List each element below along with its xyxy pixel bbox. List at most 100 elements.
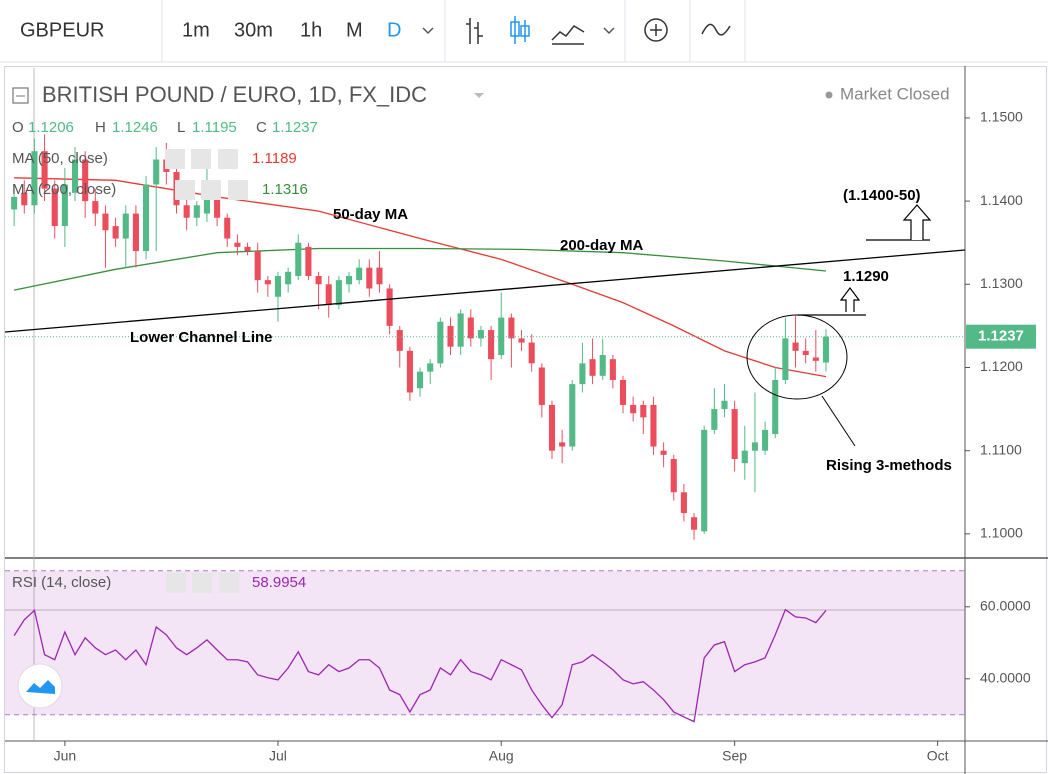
ohlc-label: L	[177, 119, 185, 136]
candle-body	[315, 275, 322, 285]
candle-body	[691, 517, 698, 530]
candle-body	[254, 251, 261, 281]
candle-body	[234, 242, 241, 247]
bar-style-icon[interactable]	[466, 18, 483, 44]
eye-button[interactable]	[166, 573, 186, 593]
legend-name: RSI (14, close)	[12, 574, 111, 591]
candle-body	[721, 400, 728, 410]
candle-body	[670, 459, 677, 493]
candle-body	[244, 246, 251, 252]
chart-frame	[4, 66, 1047, 773]
annotation: 1.1290	[843, 268, 889, 285]
interval-button[interactable]: 30m	[234, 19, 273, 41]
candle-body	[82, 159, 89, 202]
candle-body	[559, 442, 566, 447]
candle-body	[406, 350, 413, 393]
y-tick-label: 40.0000	[980, 670, 1031, 686]
candle-body	[589, 359, 596, 376]
candle-body	[345, 275, 353, 285]
ohlc-label: O	[12, 119, 24, 136]
candle-body	[31, 151, 38, 206]
candle-body	[102, 213, 109, 231]
ohlc-value: 1.1195	[192, 119, 237, 136]
x-tick-label: Sep	[722, 748, 747, 764]
style-dropdown[interactable]	[603, 27, 615, 35]
rsi-band	[5, 570, 965, 715]
settings-button[interactable]	[191, 149, 211, 169]
legend-name: MA (50, close)	[12, 150, 108, 167]
moving-average-line	[14, 177, 827, 378]
candle-style-icon[interactable]	[510, 16, 530, 44]
settings-button[interactable]	[192, 573, 212, 593]
price-pane: 1.1000 1.1100 1.1200 1.1300 1.1400 1.1500 Jun J…	[5, 109, 1036, 764]
ohlc-label: H	[95, 119, 106, 136]
y-tick-label: 1.1500	[980, 109, 1023, 125]
interval-dropdown[interactable]	[422, 27, 434, 35]
moving-average-line	[14, 247, 827, 291]
interval-button-active[interactable]: D	[387, 19, 401, 41]
candle-body	[335, 280, 342, 306]
remove-button[interactable]	[228, 180, 248, 200]
remove-button[interactable]	[219, 573, 239, 593]
candle-body	[153, 159, 160, 185]
candle-body	[650, 404, 657, 447]
candle-body	[680, 492, 687, 514]
rsi-line	[13, 608, 827, 723]
eye-button[interactable]	[175, 180, 195, 200]
pattern-circle	[746, 314, 848, 400]
candle-body	[51, 188, 58, 227]
area-style-icon[interactable]	[551, 25, 585, 45]
candle-body	[457, 313, 464, 347]
candle-body	[214, 188, 221, 218]
x-tick-label: Oct	[927, 748, 949, 764]
channel-line	[4, 249, 966, 333]
annotation: 200-day MA	[560, 237, 644, 254]
settings-button[interactable]	[201, 180, 221, 200]
candle-body	[599, 355, 606, 376]
collapse-icon[interactable]	[12, 87, 29, 104]
status-dot	[825, 91, 833, 99]
y-tick-label: 1.1300	[980, 275, 1023, 291]
candle-body	[660, 450, 667, 455]
ohlc-value: 1.1206	[28, 119, 74, 136]
interval-button[interactable]: 1m	[182, 19, 210, 41]
candle-body	[183, 205, 190, 218]
symbol[interactable]: GBPEUR	[20, 19, 104, 41]
title-dropdown[interactable]	[474, 93, 484, 98]
candle-body	[802, 350, 809, 356]
annotation: 50-day MA	[333, 206, 408, 223]
candle-body	[193, 205, 200, 218]
market-status: Market Closed	[840, 84, 950, 103]
candle-body	[619, 379, 627, 405]
candle-body	[305, 246, 312, 276]
candle-body	[376, 267, 383, 285]
y-tick-label: 60.0000	[980, 598, 1031, 614]
annotation: Rising 3-methods	[826, 457, 952, 474]
annotation: Lower Channel Line	[130, 329, 273, 346]
candle-body	[41, 151, 48, 189]
candle-body	[772, 379, 779, 435]
candle-body	[92, 201, 99, 214]
candle-body	[792, 342, 799, 351]
candle-body	[21, 192, 28, 206]
watermark-logo	[17, 663, 63, 709]
ohlc-value: 1.1246	[112, 119, 158, 136]
eye-button[interactable]	[165, 149, 185, 169]
compare-icon[interactable]	[701, 23, 731, 36]
candle-body	[224, 217, 231, 239]
interval-button[interactable]: M	[346, 19, 363, 41]
candle-body	[538, 367, 545, 405]
candle-body	[285, 271, 292, 285]
candle-body	[528, 342, 535, 364]
candle-body	[132, 213, 139, 252]
candle-body	[609, 359, 616, 380]
y-tick-label: 1.1400	[980, 192, 1023, 208]
candle-body	[569, 384, 576, 447]
annotation: (1.1400-50)	[843, 187, 921, 204]
interval-button[interactable]: 1h	[300, 19, 322, 41]
indicators-icon[interactable]	[644, 18, 668, 42]
remove-button[interactable]	[218, 149, 238, 169]
candle-body	[518, 338, 525, 343]
candle-body	[417, 371, 424, 389]
